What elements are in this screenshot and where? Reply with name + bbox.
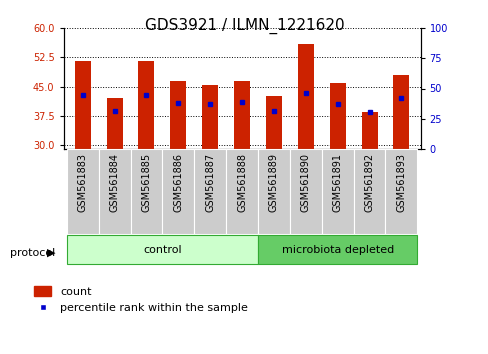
Bar bbox=[67, 149, 99, 234]
Text: GDS3921 / ILMN_1221620: GDS3921 / ILMN_1221620 bbox=[144, 18, 344, 34]
Text: GSM561885: GSM561885 bbox=[141, 153, 151, 212]
Bar bbox=[385, 149, 416, 234]
Text: GSM561887: GSM561887 bbox=[205, 153, 215, 212]
Bar bbox=[289, 149, 321, 234]
Text: GSM561886: GSM561886 bbox=[173, 153, 183, 212]
Bar bbox=[202, 85, 218, 149]
Bar bbox=[321, 149, 353, 234]
Bar bbox=[265, 96, 281, 149]
Text: GSM561884: GSM561884 bbox=[109, 153, 120, 212]
Bar bbox=[329, 83, 345, 149]
Text: GSM561893: GSM561893 bbox=[396, 153, 406, 212]
Text: GSM561883: GSM561883 bbox=[78, 153, 87, 212]
Legend: count, percentile rank within the sample: count, percentile rank within the sample bbox=[30, 282, 252, 318]
Bar bbox=[138, 61, 154, 149]
Text: protocol: protocol bbox=[10, 248, 55, 258]
Text: GSM561891: GSM561891 bbox=[332, 153, 342, 212]
Bar bbox=[393, 75, 408, 149]
Bar bbox=[75, 61, 90, 149]
Bar bbox=[106, 98, 122, 149]
Bar bbox=[194, 149, 225, 234]
Bar bbox=[225, 149, 258, 234]
Bar bbox=[162, 149, 194, 234]
Text: GSM561890: GSM561890 bbox=[300, 153, 310, 212]
Text: GSM561888: GSM561888 bbox=[237, 153, 246, 212]
Bar bbox=[170, 81, 186, 149]
Bar bbox=[234, 81, 249, 149]
Bar bbox=[353, 149, 385, 234]
Bar bbox=[99, 149, 130, 234]
Text: GSM561889: GSM561889 bbox=[268, 153, 278, 212]
Text: ▶: ▶ bbox=[47, 248, 56, 258]
Bar bbox=[258, 235, 416, 264]
Text: GSM561892: GSM561892 bbox=[364, 153, 374, 212]
Bar bbox=[130, 149, 162, 234]
Bar bbox=[67, 235, 258, 264]
Bar bbox=[258, 149, 289, 234]
Bar bbox=[297, 44, 313, 149]
Bar bbox=[361, 112, 377, 149]
Text: control: control bbox=[143, 245, 182, 255]
Text: microbiota depleted: microbiota depleted bbox=[281, 245, 393, 255]
